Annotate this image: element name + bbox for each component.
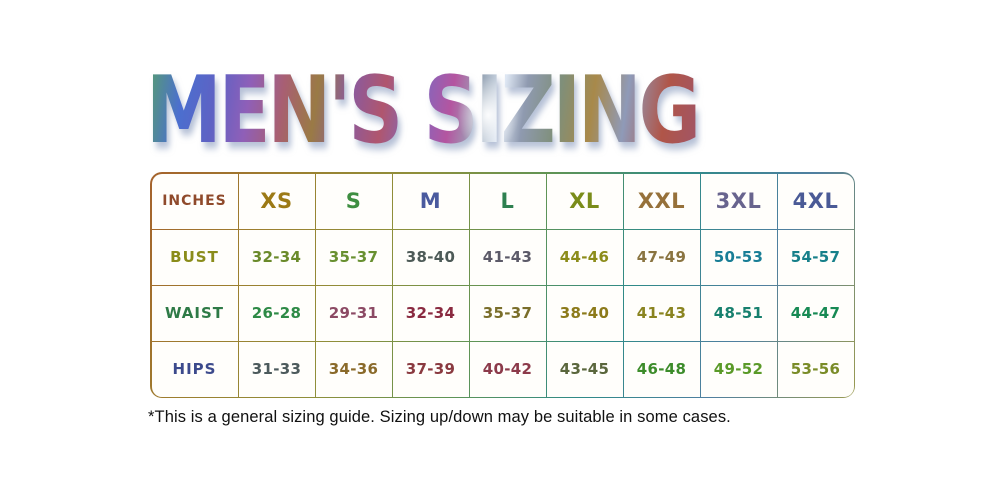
- cell-hips-xs: 31-33: [238, 341, 315, 397]
- cell-bust-xl: 44-46: [546, 229, 623, 285]
- column-header-xxl: XXL: [623, 173, 700, 229]
- column-header-4xl: 4XL: [777, 173, 854, 229]
- cell-hips-3xl: 49-52: [700, 341, 777, 397]
- column-header-s: S: [315, 173, 392, 229]
- page-title: MEN'S SIZING: [146, 55, 698, 165]
- cell-waist-4xl: 44-47: [777, 285, 854, 341]
- cell-hips-4xl: 53-56: [777, 341, 854, 397]
- column-header-xl: XL: [546, 173, 623, 229]
- column-header-inches: INCHES: [151, 173, 238, 229]
- cell-bust-4xl: 54-57: [777, 229, 854, 285]
- row-label-hips: HIPS: [151, 341, 238, 397]
- cell-waist-m: 32-34: [392, 285, 469, 341]
- cell-bust-xxl: 47-49: [623, 229, 700, 285]
- cell-waist-xl: 38-40: [546, 285, 623, 341]
- column-header-l: L: [469, 173, 546, 229]
- footnote: *This is a general sizing guide. Sizing …: [148, 408, 731, 426]
- cell-bust-xs: 32-34: [238, 229, 315, 285]
- cell-hips-s: 34-36: [315, 341, 392, 397]
- cell-waist-s: 29-31: [315, 285, 392, 341]
- cell-bust-3xl: 50-53: [700, 229, 777, 285]
- cell-waist-3xl: 48-51: [700, 285, 777, 341]
- cell-waist-l: 35-37: [469, 285, 546, 341]
- cell-hips-l: 40-42: [469, 341, 546, 397]
- cell-hips-xxl: 46-48: [623, 341, 700, 397]
- cell-bust-m: 38-40: [392, 229, 469, 285]
- cell-bust-s: 35-37: [315, 229, 392, 285]
- row-label-waist: WAIST: [151, 285, 238, 341]
- row-label-bust: BUST: [151, 229, 238, 285]
- cell-waist-xxl: 41-43: [623, 285, 700, 341]
- cell-waist-xs: 26-28: [238, 285, 315, 341]
- column-header-3xl: 3XL: [700, 173, 777, 229]
- column-header-m: M: [392, 173, 469, 229]
- cell-hips-m: 37-39: [392, 341, 469, 397]
- column-header-xs: XS: [238, 173, 315, 229]
- cell-hips-xl: 43-45: [546, 341, 623, 397]
- cell-bust-l: 41-43: [469, 229, 546, 285]
- sizing-table: INCHES XS S M L XL XXL 3XL 4XL BUST 32-3…: [150, 172, 855, 398]
